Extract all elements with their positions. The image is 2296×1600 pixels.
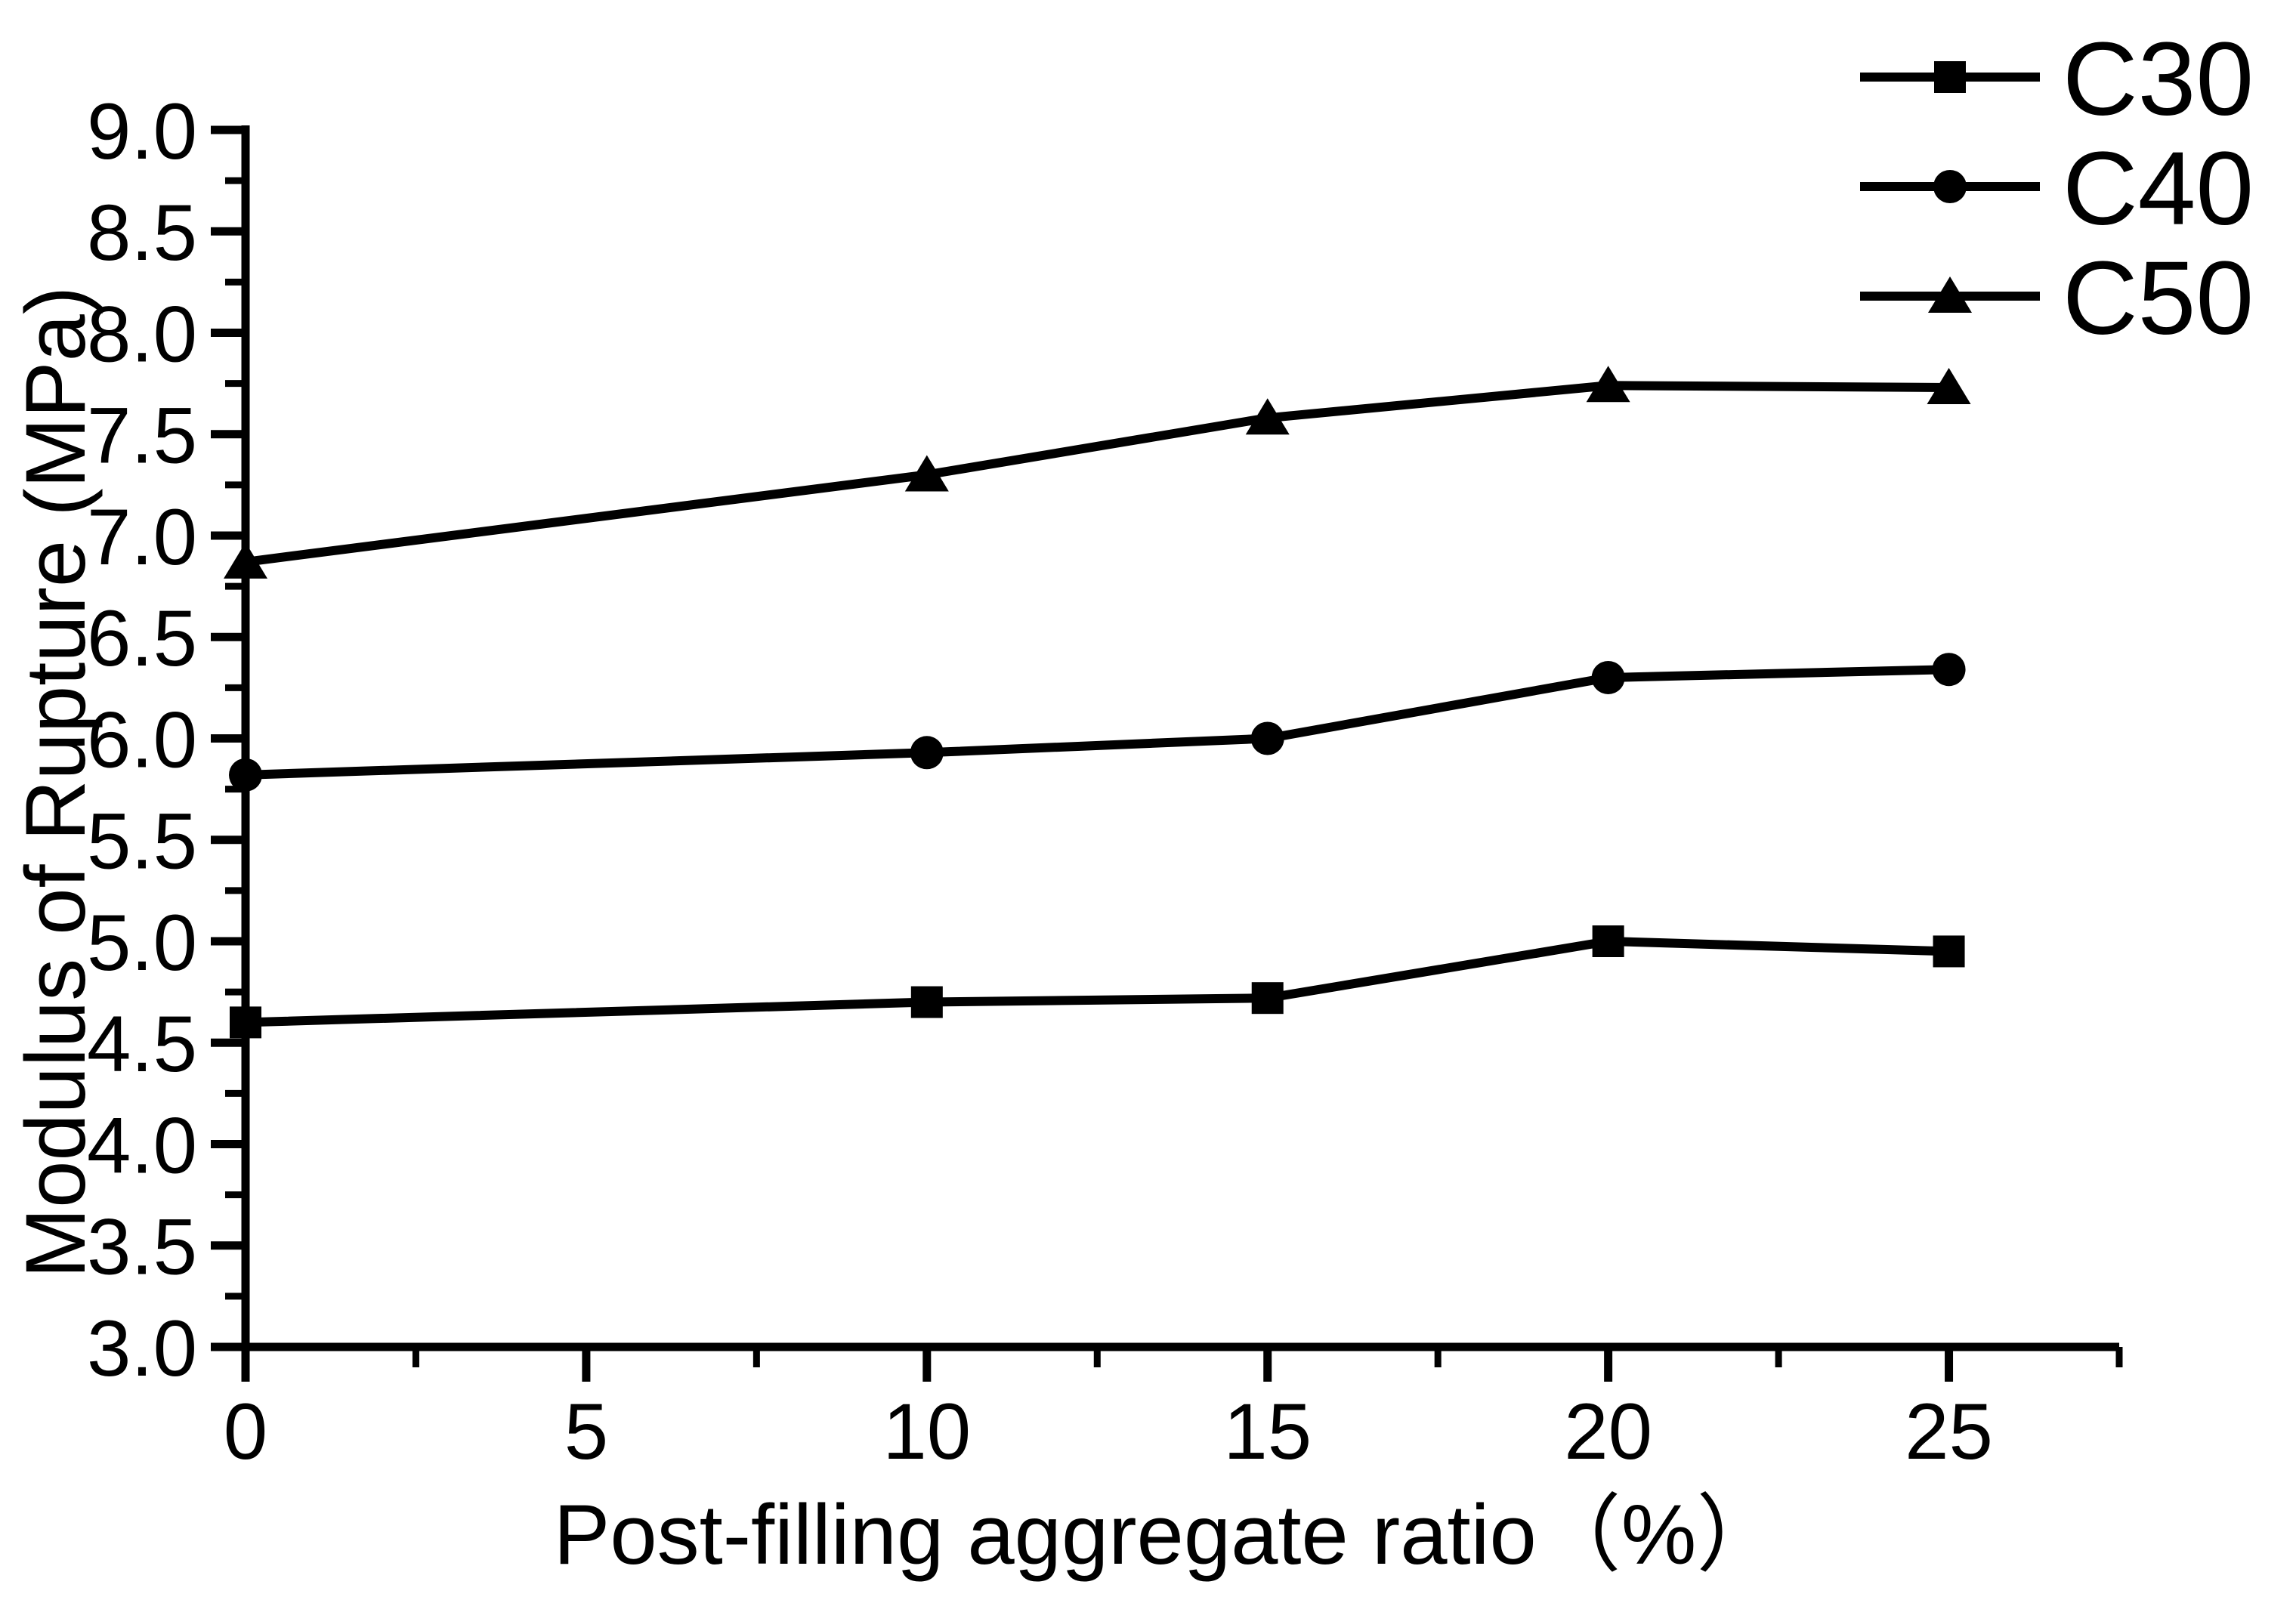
legend-marker-triangle — [1928, 276, 1972, 313]
y-tick-label: 8.0 — [87, 290, 197, 378]
data-point-marker-C50 — [1586, 366, 1630, 403]
series-C30 — [230, 925, 1965, 1039]
data-point-marker-C30 — [1251, 982, 1284, 1015]
y-tick-label: 8.5 — [87, 189, 197, 277]
series-C50 — [224, 366, 1971, 579]
data-point-marker-C30 — [1933, 935, 1965, 968]
x-tick-label: 10 — [882, 1388, 971, 1476]
data-point-marker-C30 — [230, 1006, 261, 1039]
x-tick-label: 20 — [1564, 1388, 1652, 1476]
y-tick-label: 9.0 — [87, 88, 197, 176]
data-point-marker-C30 — [1592, 925, 1624, 957]
x-axis-title: Post-filling aggregate ratio（%） — [554, 1487, 1781, 1582]
data-point-marker-C50 — [1245, 398, 1290, 435]
data-point-marker-C40 — [229, 758, 262, 792]
data-point-marker-C50 — [1927, 367, 1971, 404]
legend-item: C30 — [1860, 21, 2254, 137]
y-tick-label: 5.5 — [87, 798, 197, 886]
data-point-marker-C40 — [1591, 660, 1625, 694]
y-axis-ticks: 3.0 3.5 4.0 4.5 5.0 5.5 6.0 6.5 7.0 7.5 8.0 8.5 9.0 — [87, 88, 246, 1393]
x-tick-label: 15 — [1223, 1388, 1312, 1476]
data-point-marker-C50 — [224, 542, 267, 579]
x-axis-ticks: 0 5 10 15 20 25 — [224, 1347, 2123, 1476]
series-C40 — [229, 653, 1966, 792]
x-tick-label: 5 — [564, 1388, 608, 1476]
y-tick-label: 3.5 — [87, 1203, 197, 1292]
legend-label: C50 — [2063, 240, 2254, 357]
data-point-marker-C30 — [910, 986, 943, 1018]
x-tick-label: 0 — [224, 1388, 267, 1476]
y-tick-label: 6.0 — [87, 696, 197, 784]
legend-marker-circle — [1933, 170, 1967, 203]
series-line-C40 — [245, 665, 1949, 780]
series-line-C50 — [245, 381, 1949, 567]
legend-label: C30 — [2063, 21, 2254, 137]
legend-item: C50 — [1860, 240, 2254, 357]
data-point-marker-C40 — [1932, 653, 1966, 687]
data-point-marker-C40 — [910, 736, 944, 770]
x-tick-label: 25 — [1905, 1388, 1993, 1476]
data-point-marker-C40 — [1250, 721, 1284, 755]
y-axis-title: Modulus of Rupture (MPa) — [8, 286, 103, 1278]
y-tick-label: 7.5 — [87, 392, 197, 480]
legend-label: C40 — [2063, 131, 2254, 247]
y-tick-label: 7.0 — [87, 493, 197, 582]
legend-item: C40 — [1860, 131, 2254, 247]
y-tick-label: 4.5 — [87, 1000, 197, 1089]
y-tick-label: 6.5 — [87, 595, 197, 683]
series-line-C30 — [245, 936, 1949, 1027]
y-tick-label: 5.0 — [87, 899, 197, 987]
y-tick-label: 4.0 — [87, 1101, 197, 1190]
data-point-marker-C50 — [904, 455, 949, 492]
y-tick-label: 3.0 — [87, 1305, 197, 1393]
legend-marker-square — [1934, 61, 1966, 93]
